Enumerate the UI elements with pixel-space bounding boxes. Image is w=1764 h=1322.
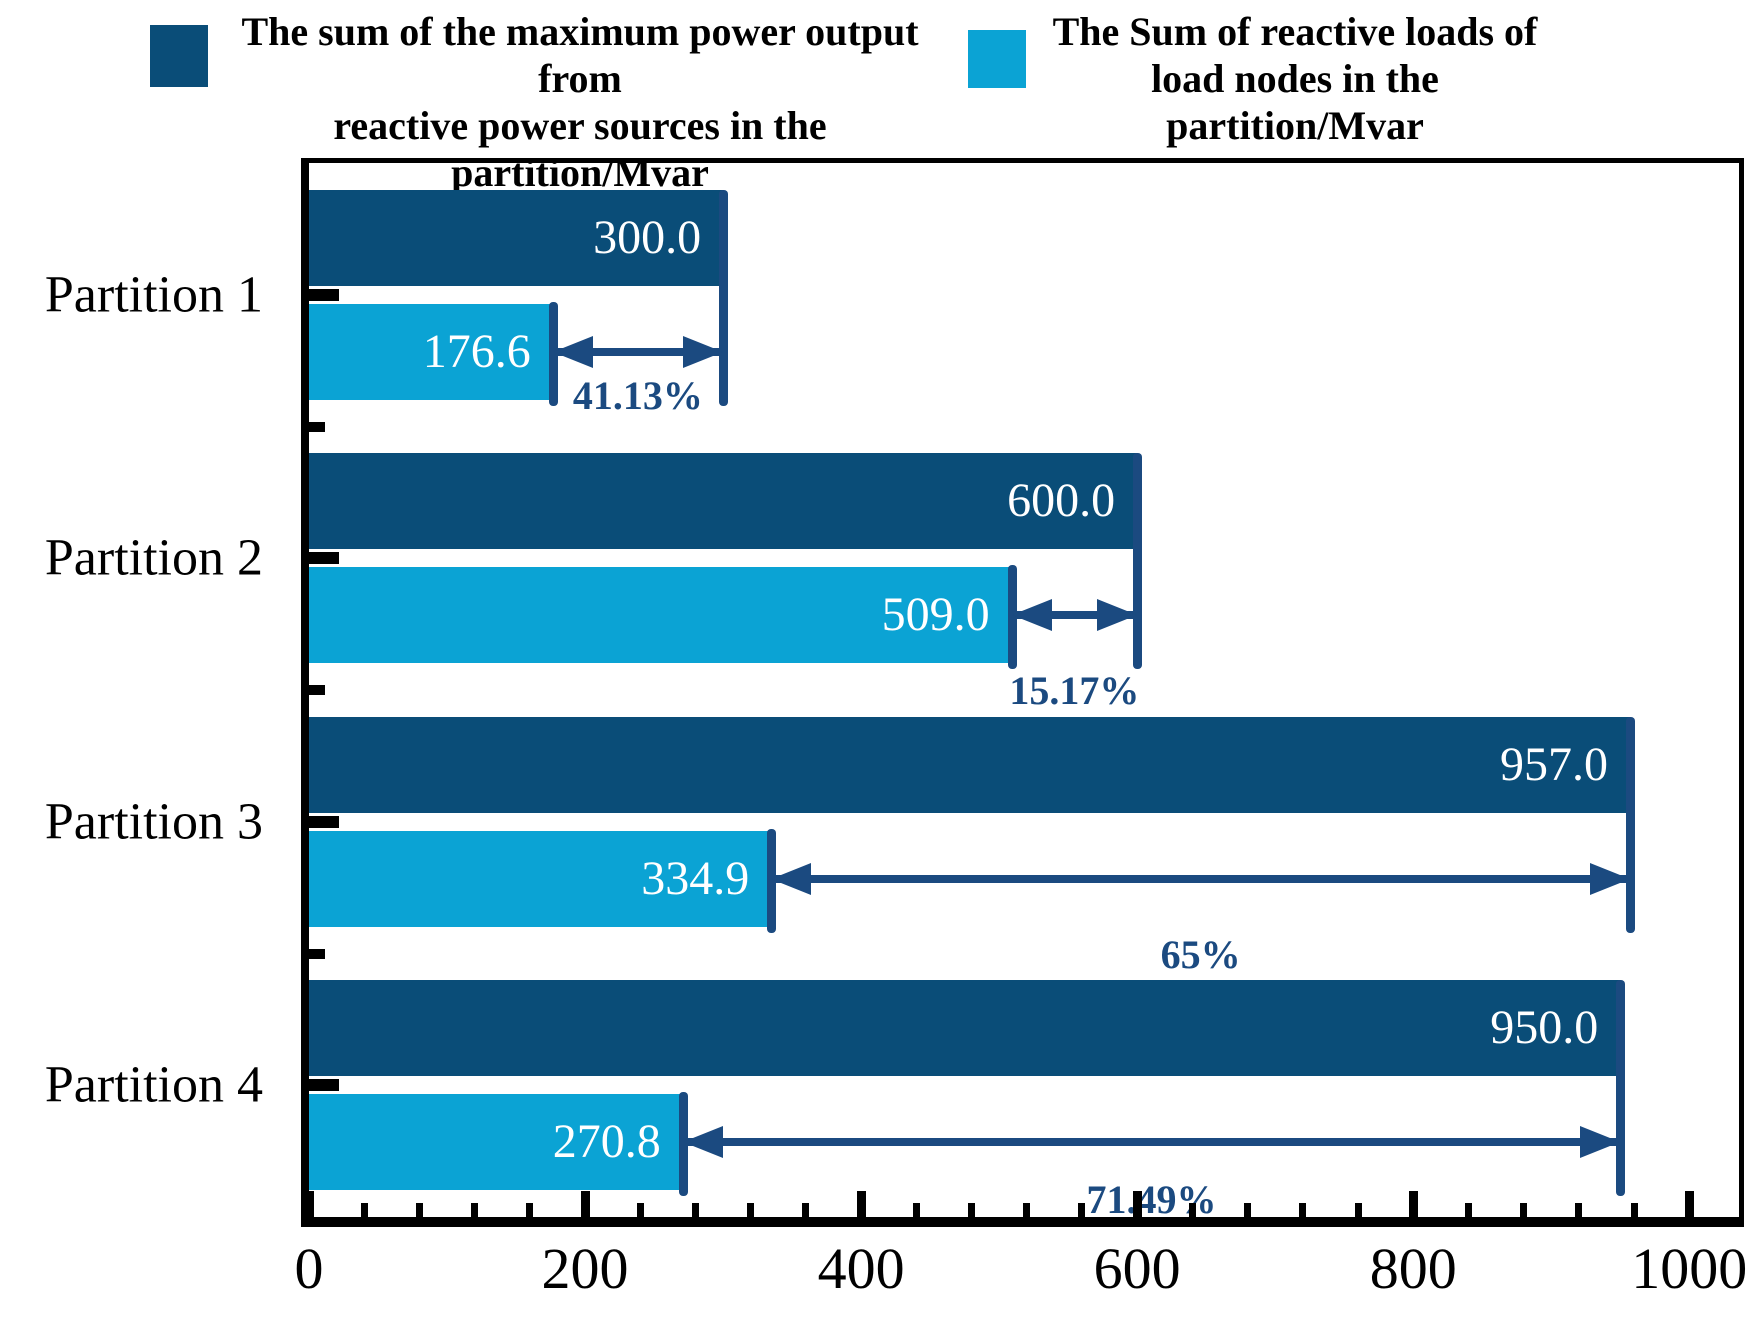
y-minor-tick-2 <box>309 685 325 695</box>
legend-label-max-output: The sum of the maximum power output from… <box>222 8 938 196</box>
x-major-tick-200 <box>580 1191 590 1217</box>
value-label-reactive-load-4: 270.8 <box>552 1115 661 1169</box>
y-major-tick-3 <box>309 815 339 828</box>
end-marker-max-output-2 <box>1133 453 1143 670</box>
gap-arrow-left-head-3 <box>771 862 812 895</box>
gap-arrow-right-head-3 <box>1589 862 1630 895</box>
gap-arrow-2 <box>1011 599 1138 632</box>
category-axis-labels: Partition 1 Partition 2 Partition 3 Partiti… <box>0 163 272 1217</box>
plot-area: 300.0 176.6 41.13% 600.0 509.0 15.17% 957.0 334… <box>301 158 1744 1227</box>
x-minor-tick-560 <box>1078 1203 1086 1217</box>
x-minor-tick-80 <box>415 1203 423 1217</box>
y-major-tick-4 <box>309 1079 339 1092</box>
legend-label-reactive-loads: The Sum of reactive loads of load nodes … <box>1040 8 1550 149</box>
legend-label-reactive-loads-line2: load nodes in the partition/Mvar <box>1151 56 1439 148</box>
x-major-tick-600 <box>1132 1191 1142 1217</box>
gap-arrow-1 <box>552 335 724 368</box>
gap-percent-label-1: 41.13% <box>572 372 703 418</box>
max-output-bar-1: 300.0 <box>309 189 724 286</box>
reactive-load-bar-4: 270.8 <box>309 1094 683 1191</box>
y-minor-tick-3 <box>309 948 325 959</box>
y-major-tick-2 <box>309 552 339 565</box>
x-minor-tick-280 <box>691 1203 699 1217</box>
x-minor-tick-640 <box>1188 1203 1196 1217</box>
reactive-load-bar-3: 334.9 <box>309 830 772 927</box>
x-axis-tick-labels: 0 200 400 600 800 1000 <box>295 1236 1748 1310</box>
category-label-3: Partition 3 <box>44 793 263 851</box>
gap-arrow-left-head-4 <box>682 1126 723 1159</box>
value-label-max-output-3: 957.0 <box>1499 737 1608 791</box>
x-major-tick-0 <box>304 1191 314 1217</box>
x-tick-label-400: 400 <box>817 1236 905 1301</box>
y-minor-tick-1 <box>309 421 325 432</box>
gap-percent-label-4: 71.49% <box>1086 1177 1217 1223</box>
value-label-reactive-load-1: 176.6 <box>422 324 531 378</box>
x-major-tick-800 <box>1408 1191 1418 1217</box>
value-label-reactive-load-3: 334.9 <box>641 851 750 905</box>
x-minor-tick-440 <box>912 1203 920 1217</box>
plot-inner: 300.0 176.6 41.13% 600.0 509.0 15.17% 957.0 334… <box>304 163 1739 1221</box>
x-minor-tick-520 <box>1023 1203 1031 1217</box>
value-label-max-output-4: 950.0 <box>1490 1001 1599 1055</box>
legend-label-reactive-loads-line1: The Sum of reactive loads of <box>1052 9 1538 54</box>
reactive-load-bar-1: 176.6 <box>309 303 553 400</box>
reactive-load-bar-2: 509.0 <box>309 567 1012 664</box>
gap-percent-label-3: 65% <box>1160 931 1241 977</box>
max-output-bar-4: 950.0 <box>309 980 1621 1077</box>
x-minor-tick-480 <box>968 1203 976 1217</box>
value-label-max-output-1: 300.0 <box>593 210 702 264</box>
legend-swatch-max-output <box>150 25 208 87</box>
legend-label-max-output-line2: reactive power sources in the partition/… <box>333 103 827 195</box>
gap-arrow-3 <box>771 862 1630 895</box>
end-marker-max-output-3 <box>1625 716 1635 933</box>
x-major-tick-1000 <box>1684 1191 1694 1217</box>
x-minor-tick-760 <box>1354 1203 1362 1217</box>
value-label-max-output-2: 600.0 <box>1007 474 1116 528</box>
gap-percent-label-2: 15.17% <box>1009 668 1140 714</box>
x-minor-tick-160 <box>526 1203 534 1217</box>
gap-arrow-right-head-1 <box>683 335 724 368</box>
max-output-bar-2: 600.0 <box>309 453 1138 550</box>
legend-swatch-reactive-loads <box>968 30 1026 88</box>
x-minor-tick-680 <box>1244 1203 1252 1217</box>
x-tick-label-800: 800 <box>1369 1236 1457 1301</box>
y-major-tick-1 <box>309 288 339 301</box>
gap-arrow-shaft-1 <box>555 347 721 356</box>
max-output-bar-3: 957.0 <box>309 716 1630 813</box>
x-minor-tick-240 <box>636 1203 644 1217</box>
x-minor-tick-840 <box>1464 1203 1472 1217</box>
gap-arrow-shaft-2 <box>1014 611 1135 620</box>
x-tick-label-200: 200 <box>541 1236 629 1301</box>
end-marker-max-output-4 <box>1616 980 1626 1197</box>
x-minor-tick-120 <box>471 1203 479 1217</box>
x-minor-tick-720 <box>1299 1203 1307 1217</box>
x-minor-tick-320 <box>747 1203 755 1217</box>
x-major-tick-400 <box>856 1191 866 1217</box>
x-tick-label-600: 600 <box>1093 1236 1181 1301</box>
category-label-1: Partition 1 <box>44 266 263 324</box>
legend-label-max-output-line1: The sum of the maximum power output from <box>241 9 919 101</box>
x-minor-tick-920 <box>1575 1203 1583 1217</box>
x-tick-label-1000: 1000 <box>1631 1236 1748 1301</box>
gap-arrow-left-head-1 <box>552 335 593 368</box>
x-minor-tick-880 <box>1520 1203 1528 1217</box>
gap-arrow-shaft-4 <box>685 1138 1618 1147</box>
x-minor-tick-960 <box>1630 1203 1638 1217</box>
gap-arrow-4 <box>682 1126 1621 1159</box>
gap-arrow-left-head-2 <box>1011 599 1052 632</box>
x-minor-tick-360 <box>802 1203 810 1217</box>
gap-arrow-right-head-4 <box>1580 1126 1621 1159</box>
gap-arrow-right-head-2 <box>1097 599 1138 632</box>
gap-arrow-shaft-3 <box>774 874 1627 883</box>
category-label-4: Partition 4 <box>44 1056 263 1114</box>
x-tick-label-0: 0 <box>294 1236 324 1301</box>
category-label-2: Partition 2 <box>44 529 263 587</box>
end-marker-max-output-1 <box>719 189 729 406</box>
x-minor-tick-40 <box>360 1203 368 1217</box>
value-label-reactive-load-2: 509.0 <box>881 588 990 642</box>
